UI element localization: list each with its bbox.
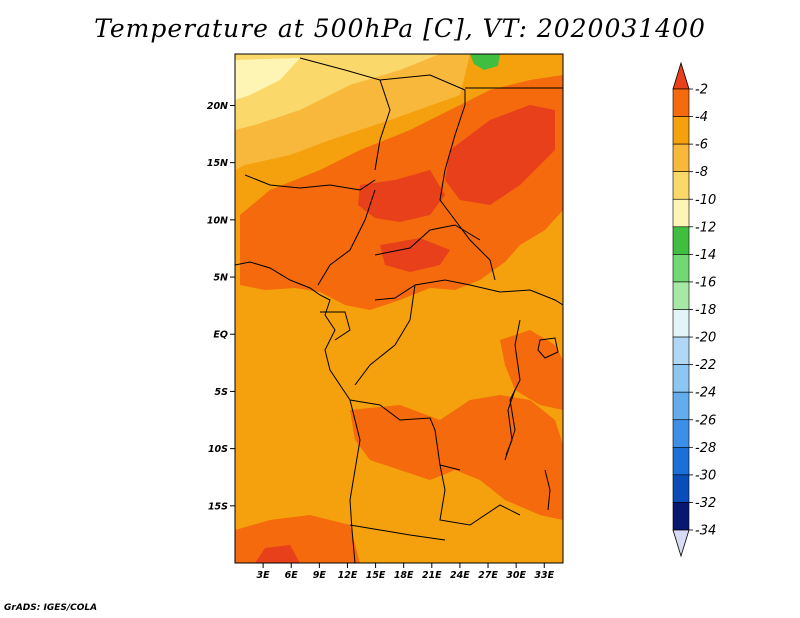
colorbar: -2 -4 -6 -8 -10 -12 -14 -16 -18 -20 -22 -24 -26 -28 -3…: [672, 61, 716, 558]
map-frame: [234, 53, 564, 564]
lon-tick-label: 27E: [478, 570, 498, 581]
border-niger-nigeria: [244, 174, 376, 191]
colorbar-label: -10: [695, 193, 716, 208]
border-algeria-niger: [299, 57, 391, 171]
border-gabon: [320, 311, 351, 341]
colorbar-label: -12: [695, 220, 716, 235]
colorbar-swatch: [672, 419, 690, 448]
colorbar-swatch: [672, 198, 690, 228]
lon-tick-label: 9E: [313, 570, 327, 581]
colorbar-label: -26: [695, 413, 716, 428]
colorbar-swatch: [672, 336, 690, 365]
colorbar-label: -8: [695, 165, 708, 180]
temp-band-core-2: [445, 105, 555, 205]
lon-tick-label: 21E: [422, 570, 442, 581]
colorbar-top-arrow: [672, 61, 690, 90]
border-chad-east: [439, 104, 496, 281]
lat-tick-label: 20N: [207, 101, 228, 112]
colorbar-swatch: [672, 171, 690, 200]
colorbar-swatch: [672, 143, 690, 172]
colorbar-label: -14: [695, 248, 716, 263]
temp-band-south-core: [255, 545, 300, 563]
coastline: [235, 261, 361, 563]
colorbar-swatch: [672, 281, 690, 310]
colorbar-swatch: [672, 391, 690, 421]
map-title: Temperature at 500hPa [C], VT: 202003140…: [94, 14, 706, 43]
latitude-ticks: 20N 15N 10N 5N EQ 5S 10S 15S: [207, 101, 235, 512]
temp-band-core-1: [358, 170, 445, 222]
colorbar-swatch: [672, 364, 690, 393]
lon-tick-label: 15E: [366, 570, 386, 581]
lat-tick-label: 5N: [213, 273, 228, 284]
lat-tick-label: 10S: [208, 444, 228, 455]
lon-tick-label: 6E: [285, 570, 299, 581]
country-borders: [235, 57, 563, 563]
colorbar-label: -34: [695, 524, 716, 539]
lon-tick-label: 3E: [257, 570, 271, 581]
border-libya-chad: [379, 74, 466, 105]
lon-tick-label: 18E: [394, 570, 414, 581]
lat-tick-label: 15S: [208, 501, 228, 512]
colorbar-label: -4: [695, 110, 708, 125]
colorbar-bottom-arrow: [672, 529, 690, 558]
colorbar-swatch: [672, 254, 690, 283]
colorbar-label: -2: [695, 83, 708, 98]
temp-band-core-3: [380, 238, 450, 272]
temp-band-green: [470, 54, 500, 70]
colorbar-label: -30: [695, 468, 716, 483]
lake-malawi: [544, 469, 551, 511]
lake-tanganyika: [505, 389, 516, 456]
temperature-field: [235, 54, 563, 563]
lat-tick-label: 5S: [215, 387, 229, 398]
colorbar-swatch: [672, 447, 690, 476]
colorbar-label: -6: [695, 138, 708, 153]
border-angola-zambia: [439, 464, 521, 526]
colorbar-label: -18: [695, 303, 716, 318]
colorbar-label: -32: [695, 496, 716, 511]
credit-label: GrADS: IGES/COLA: [4, 603, 98, 613]
border-congo-drc: [354, 284, 416, 386]
colorbar-swatch: [672, 88, 690, 117]
lon-tick-label: 33E: [534, 570, 554, 581]
lat-tick-label: 10N: [207, 215, 228, 226]
colorbar-swatch: [672, 116, 690, 145]
lat-tick-label: EQ: [213, 330, 228, 341]
lat-tick-label: 15N: [207, 158, 228, 169]
border-car-south: [374, 279, 501, 301]
colorbar-swatch: [672, 502, 690, 531]
longitude-ticks: 3E 6E 9E 12E 15E 18E 21E 24E 27E 30E 33E: [257, 563, 555, 581]
colorbar-label: -24: [695, 386, 716, 401]
colorbar-label: -22: [695, 358, 716, 373]
colorbar-label: -16: [695, 275, 716, 290]
colorbar-swatch: [672, 474, 690, 503]
colorbar-label: -28: [695, 441, 716, 456]
temp-band-north-pale: [235, 58, 300, 100]
colorbar-swatch: [672, 226, 690, 255]
border-chad-car: [374, 224, 481, 256]
colorbar-swatch: [672, 309, 690, 338]
lake-victoria: [537, 337, 559, 359]
border-nigeria-cameroon: [317, 189, 376, 286]
border-sudan-south: [499, 289, 563, 306]
lon-tick-label: 12E: [338, 570, 358, 581]
colorbar-label: -20: [695, 331, 716, 346]
lon-tick-label: 24E: [450, 570, 470, 581]
border-angola-namibia: [349, 524, 446, 541]
lon-tick-label: 30E: [506, 570, 526, 581]
